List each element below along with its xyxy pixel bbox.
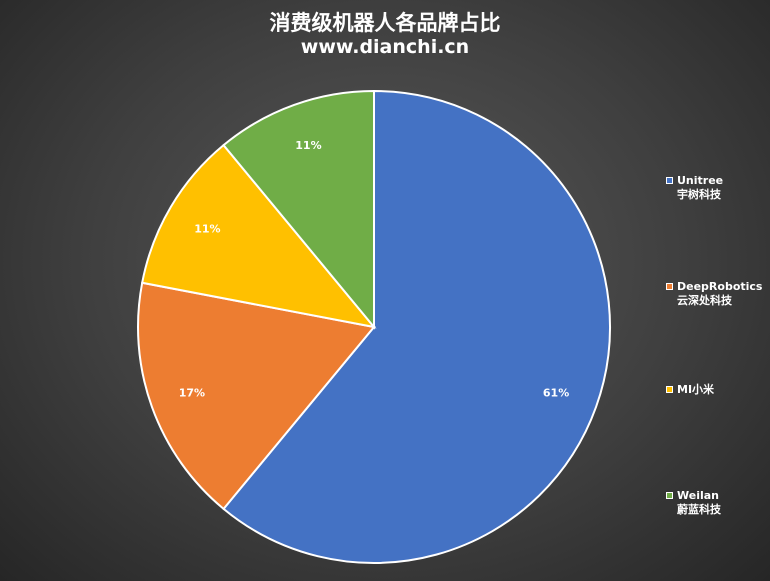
legend-sublabel-weilan: 蔚蓝科技 bbox=[677, 503, 721, 516]
chart-subtitle: www.dianchi.cn bbox=[300, 36, 470, 58]
pie-slice-weilan bbox=[222, 89, 375, 330]
legend-sublabel-unitree: 宇树科技 bbox=[677, 188, 721, 201]
chart-title: 消费级机器人各品牌占比 bbox=[269, 11, 501, 35]
legend: Unitree 宇树科技 DeepRobotics 云深处科技 MI小米 Wei… bbox=[666, 0, 770, 581]
data-label-mi: 11% bbox=[194, 222, 220, 235]
pie-slice-deeprobotics bbox=[137, 281, 376, 511]
legend-swatch-mi bbox=[666, 386, 673, 393]
legend-label-mi: MI小米 bbox=[677, 383, 715, 396]
data-label-deeprobotics: 17% bbox=[179, 387, 205, 400]
legend-swatch-deeprobotics bbox=[666, 283, 673, 290]
legend-label-unitree: Unitree bbox=[677, 174, 724, 187]
data-label-weilan: 11% bbox=[295, 139, 321, 152]
legend-swatch-weilan bbox=[666, 492, 673, 499]
legend-sublabel-deeprobotics: 云深处科技 bbox=[677, 294, 732, 307]
pie-slice-unitree bbox=[222, 89, 611, 564]
data-label-unitree: 61% bbox=[543, 387, 569, 400]
legend-label-weilan: Weilan bbox=[677, 489, 719, 502]
legend-label-deeprobotics: DeepRobotics bbox=[677, 280, 763, 293]
pie-slice-mi bbox=[141, 143, 377, 329]
legend-swatch-unitree bbox=[666, 177, 673, 184]
